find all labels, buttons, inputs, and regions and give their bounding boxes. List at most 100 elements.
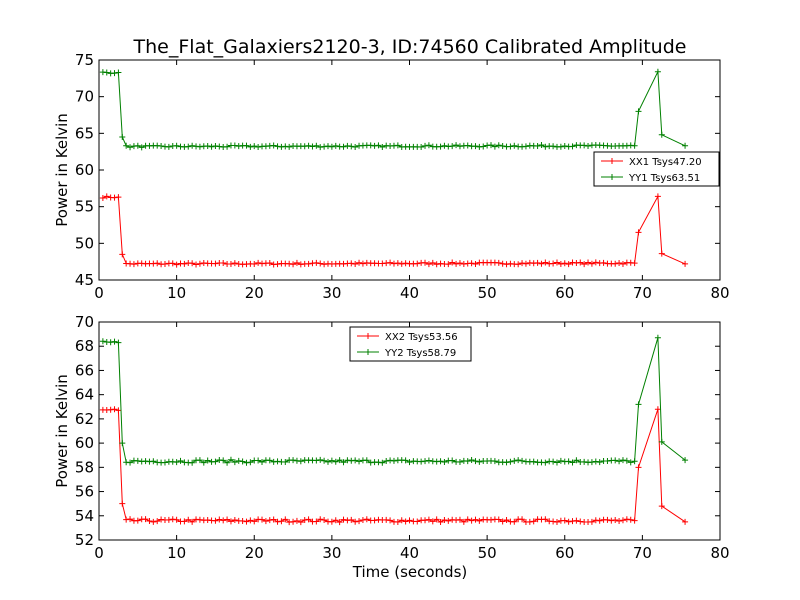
x-tick-label: 70 <box>633 284 652 302</box>
data-point <box>103 193 110 200</box>
data-point <box>146 518 153 525</box>
data-point <box>313 259 320 266</box>
data-point <box>290 457 297 464</box>
data-point <box>243 142 250 149</box>
y-tick-label: 50 <box>75 234 94 252</box>
data-point <box>569 259 576 266</box>
data-point <box>185 516 192 523</box>
series-markers <box>99 193 689 268</box>
data-point <box>658 131 665 138</box>
data-point <box>227 261 234 268</box>
data-point <box>577 518 584 525</box>
data-point <box>425 142 432 149</box>
data-point <box>433 516 440 523</box>
data-point <box>511 142 518 149</box>
data-point <box>231 459 238 466</box>
data-point <box>290 261 297 268</box>
data-point <box>282 143 289 150</box>
data-point <box>422 259 429 266</box>
data-point <box>379 144 386 151</box>
data-point <box>154 260 161 267</box>
data-point <box>600 259 607 266</box>
data-point <box>196 143 203 150</box>
data-point <box>161 459 168 466</box>
data-point <box>542 459 549 466</box>
data-point <box>658 250 665 257</box>
data-point <box>359 260 366 267</box>
data-point <box>324 458 331 465</box>
data-point <box>398 517 405 524</box>
data-point <box>313 457 320 464</box>
data-point <box>612 260 619 267</box>
data-point <box>619 517 626 524</box>
y-tick-label: 52 <box>75 531 94 549</box>
data-point <box>468 517 475 524</box>
data-point <box>592 259 599 266</box>
data-point <box>654 334 661 341</box>
data-point <box>348 260 355 267</box>
x-tick-label: 50 <box>478 284 497 302</box>
data-point <box>573 457 580 464</box>
data-point <box>274 143 281 150</box>
data-point <box>577 259 584 266</box>
data-point <box>635 464 642 471</box>
data-point <box>189 459 196 466</box>
data-point <box>119 251 126 258</box>
data-point <box>588 459 595 466</box>
legend-marker <box>365 333 371 339</box>
legend-box <box>593 151 720 187</box>
y-tick-label: 56 <box>75 483 94 501</box>
data-point <box>161 261 168 268</box>
legend-box <box>349 326 472 362</box>
data-point <box>224 459 231 466</box>
data-point <box>557 143 564 150</box>
data-point <box>305 516 312 523</box>
data-point <box>220 457 227 464</box>
data-point <box>259 516 266 523</box>
data-point <box>99 338 106 345</box>
data-point <box>158 516 165 523</box>
data-point <box>623 516 630 523</box>
data-point <box>581 458 588 465</box>
data-point <box>255 144 262 151</box>
data-point <box>305 260 312 267</box>
data-point <box>425 516 432 523</box>
data-point <box>491 458 498 465</box>
data-point <box>616 458 623 465</box>
data-point <box>266 517 273 524</box>
data-point <box>495 259 502 266</box>
series-markers <box>99 68 689 151</box>
data-point <box>449 143 456 150</box>
data-point <box>111 70 118 77</box>
data-point <box>635 229 642 236</box>
data-point <box>169 260 176 267</box>
top-panel: Power in Kelvin 0 10 20 30 40 50 60 70 80 45 50 55 6… <box>53 51 730 302</box>
y-tick-label: 66 <box>75 361 94 379</box>
data-point <box>367 459 374 466</box>
data-point <box>293 457 300 464</box>
legend-label: XX2 Tsys53.56 <box>385 332 458 343</box>
data-point <box>441 459 448 466</box>
data-point <box>619 260 626 267</box>
data-point <box>371 142 378 149</box>
data-point <box>305 142 312 149</box>
data-point <box>328 143 335 150</box>
data-point <box>561 143 568 150</box>
data-point <box>453 142 460 149</box>
data-point <box>604 516 611 523</box>
data-point <box>317 516 324 523</box>
data-point <box>293 259 300 266</box>
data-point <box>185 143 192 150</box>
data-point <box>154 518 161 525</box>
data-point <box>585 142 592 149</box>
data-point <box>456 516 463 523</box>
data-point <box>340 143 347 150</box>
data-point <box>561 517 568 524</box>
data-point <box>359 516 366 523</box>
data-point <box>115 69 122 76</box>
x-tick-label: 20 <box>245 284 264 302</box>
data-point <box>239 458 246 465</box>
data-point <box>441 142 448 149</box>
data-point <box>134 457 141 464</box>
bottom-panel: Power in Kelvin Time (seconds) 0 10 20 30 40… <box>53 313 730 581</box>
